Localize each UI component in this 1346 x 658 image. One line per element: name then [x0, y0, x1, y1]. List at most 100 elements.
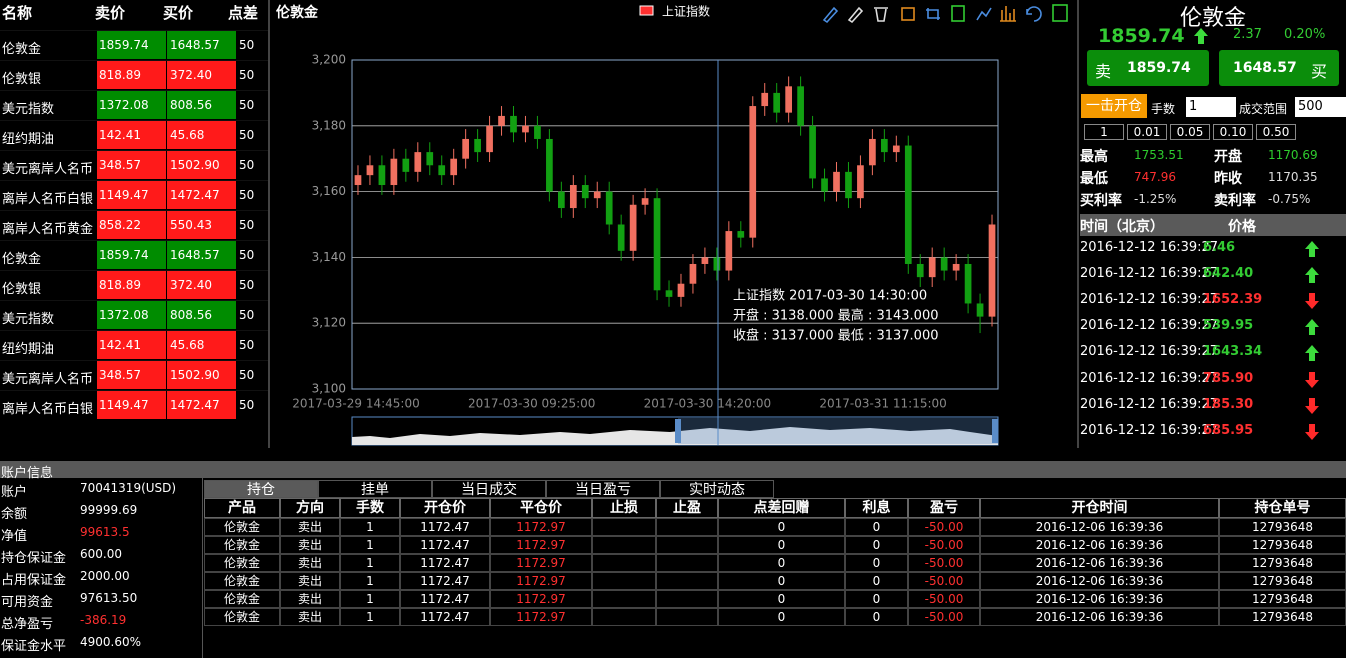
- buy-price[interactable]: 1472.47: [167, 391, 236, 419]
- instrument-name[interactable]: 美元离岸人名币: [2, 162, 94, 177]
- quick-open-button[interactable]: 一击开仓: [1081, 94, 1147, 118]
- stat-value: 1753.51: [1134, 148, 1184, 162]
- buy-price[interactable]: 1502.90: [167, 361, 236, 389]
- table-cell: [656, 572, 718, 590]
- sell-price[interactable]: 1149.47: [97, 181, 166, 209]
- sell-price[interactable]: 348.57: [97, 151, 166, 179]
- navigator-handle[interactable]: [992, 419, 998, 443]
- instrument-name[interactable]: 伦敦银: [2, 72, 42, 87]
- table-header: 止损: [592, 498, 656, 518]
- tool-note[interactable]: [951, 5, 965, 22]
- tab[interactable]: 实时动态: [660, 480, 774, 498]
- sell-price[interactable]: 142.41: [97, 121, 166, 149]
- tool-crop[interactable]: [926, 8, 940, 20]
- range-input[interactable]: 500: [1295, 97, 1346, 117]
- tab[interactable]: 挂单: [318, 480, 432, 498]
- instrument-name[interactable]: 纽约期油: [2, 342, 55, 357]
- navigator-handle[interactable]: [675, 419, 681, 443]
- candle-body: [821, 178, 828, 192]
- row-divider: [0, 120, 268, 121]
- buy-price[interactable]: 372.40: [167, 271, 236, 299]
- instrument-name[interactable]: 纽约期油: [2, 132, 55, 147]
- tick-price: 1643.34: [1203, 344, 1263, 360]
- table-cell: 2016-12-06 16:39:36: [980, 590, 1219, 608]
- instrument-name[interactable]: 美元指数: [2, 102, 55, 117]
- candle-body: [426, 152, 434, 166]
- tool-refresh[interactable]: [1026, 6, 1042, 22]
- tool-pen[interactable]: [822, 6, 839, 24]
- x-tick-label: 2017-03-31 11:15:00: [819, 397, 946, 411]
- buy-price[interactable]: 808.56: [167, 91, 236, 119]
- table-cell: 1: [340, 518, 400, 536]
- sell-price[interactable]: 348.57: [97, 361, 166, 389]
- table-header: 手数: [340, 498, 400, 518]
- tab[interactable]: 当日成交: [432, 480, 546, 498]
- buy-price[interactable]: 550.43: [167, 211, 236, 239]
- buy-price[interactable]: 1502.90: [167, 151, 236, 179]
- table-cell: 0: [845, 554, 908, 572]
- quick-lot-button[interactable]: 0.10: [1213, 124, 1253, 140]
- quick-lot-button[interactable]: 0.50: [1256, 124, 1296, 140]
- tick-price: 685.95: [1203, 422, 1254, 438]
- quick-lot-button[interactable]: 1: [1084, 124, 1124, 140]
- instrument-name[interactable]: 离岸人名币白银: [2, 192, 94, 207]
- quick-lot-button[interactable]: 0.05: [1170, 124, 1210, 140]
- tab[interactable]: 当日盈亏: [546, 480, 660, 498]
- buy-price[interactable]: 1648.57: [167, 241, 236, 269]
- buy-button[interactable]: 1648.57 买: [1219, 50, 1339, 86]
- arrow-shape: [1305, 293, 1319, 310]
- arrow-up: [1305, 319, 1319, 336]
- instrument-name[interactable]: 离岸人名币黄金: [2, 222, 94, 237]
- sell-price[interactable]: 1372.08: [97, 91, 166, 119]
- tool-bars[interactable]: [1000, 6, 1016, 22]
- candle-body: [617, 224, 625, 251]
- table-cell: 1172.47: [400, 572, 490, 590]
- stat-label: 买利率: [1080, 193, 1122, 209]
- legend-label[interactable]: 上证指数: [662, 4, 710, 19]
- lots-input[interactable]: 1: [1186, 97, 1236, 117]
- tab[interactable]: 持仓: [204, 480, 318, 498]
- row-divider: [0, 90, 268, 91]
- spread: 50: [239, 68, 255, 82]
- stat-label: 卖利率: [1214, 193, 1256, 209]
- buy-price[interactable]: 45.68: [167, 331, 236, 359]
- navigator-window[interactable]: [678, 418, 998, 444]
- buy-price[interactable]: 372.40: [167, 61, 236, 89]
- buy-price[interactable]: 45.68: [167, 121, 236, 149]
- tool-save[interactable]: [1052, 4, 1068, 22]
- table-cell: 卖出: [280, 608, 340, 626]
- arrow-shape: [1305, 345, 1319, 362]
- sell-price[interactable]: 858.22: [97, 211, 166, 239]
- tool-pencil[interactable]: [847, 6, 864, 24]
- quick-lot-button[interactable]: 0.01: [1127, 124, 1167, 140]
- tool-line[interactable]: [976, 7, 992, 21]
- sell-price[interactable]: 818.89: [97, 271, 166, 299]
- y-tick-label: 3,120: [312, 316, 346, 330]
- tool-rect[interactable]: [901, 7, 915, 21]
- candle-body: [641, 198, 649, 205]
- table-cell: 伦敦金: [204, 572, 280, 590]
- instrument-name[interactable]: 伦敦金: [2, 252, 42, 267]
- table-cell: [656, 554, 718, 572]
- sell-price[interactable]: 1859.74: [97, 241, 166, 269]
- sell-price[interactable]: 1372.08: [97, 301, 166, 329]
- tool-erase[interactable]: [874, 7, 888, 22]
- buy-price[interactable]: 1648.57: [167, 31, 236, 59]
- instrument-name[interactable]: 伦敦银: [2, 282, 42, 297]
- sell-price[interactable]: 818.89: [97, 61, 166, 89]
- table-cell: 卖出: [280, 572, 340, 590]
- row-divider: [0, 270, 268, 271]
- buy-price[interactable]: 808.56: [167, 301, 236, 329]
- instrument-name[interactable]: 离岸人名币白银: [2, 402, 94, 417]
- instrument-name[interactable]: 美元离岸人名币: [2, 372, 94, 387]
- tick-time: 2016-12-12 16:39:27: [1080, 370, 1219, 386]
- sell-button[interactable]: 卖 1859.74: [1087, 50, 1209, 86]
- table-cell: 2016-12-06 16:39:36: [980, 572, 1219, 590]
- sell-price[interactable]: 142.41: [97, 331, 166, 359]
- instrument-name[interactable]: 美元指数: [2, 312, 55, 327]
- candle-body: [665, 290, 673, 297]
- buy-price[interactable]: 1472.47: [167, 181, 236, 209]
- instrument-name[interactable]: 伦敦金: [2, 42, 42, 57]
- sell-price[interactable]: 1149.47: [97, 391, 166, 419]
- sell-price[interactable]: 1859.74: [97, 31, 166, 59]
